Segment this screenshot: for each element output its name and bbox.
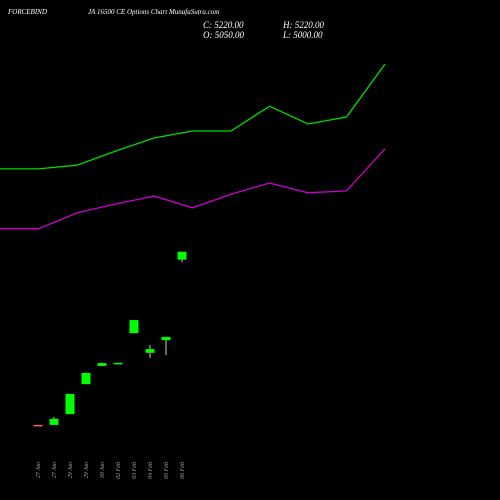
candle-body <box>65 393 75 415</box>
x-tick-label: 30 Jan <box>100 462 106 479</box>
high-label: H: 5220.00 <box>282 20 324 30</box>
x-tick-label: 03 Feb <box>132 462 138 479</box>
candle-body <box>49 418 59 425</box>
candle-body <box>33 424 43 427</box>
x-tick-label: 04 Feb <box>147 462 154 479</box>
x-tick-label: 27 Jan <box>36 462 42 478</box>
low-label: L: 5000.00 <box>282 30 323 40</box>
x-tick-label: 29 Jan <box>68 462 74 478</box>
x-tick-label: 06 Feb <box>180 462 186 479</box>
close-label: C: 5220.00 <box>203 20 244 30</box>
x-tick-label: 05 Feb <box>164 462 170 479</box>
overlay-line <box>0 148 386 230</box>
subtitle: JA 16500 CE Options Chart MunafaSutra.co… <box>88 8 219 16</box>
candle-body <box>145 349 155 353</box>
symbol: FORCEBIND <box>7 8 47 16</box>
x-tick-label: 02 Feb <box>116 462 122 479</box>
x-tick-label: 27 Jan <box>52 462 58 478</box>
x-tick-label: 29 Jan <box>84 462 90 478</box>
open-label: O: 5050.00 <box>203 30 244 40</box>
overlay-line <box>0 63 386 170</box>
candle-body <box>129 320 139 334</box>
candle-body <box>81 372 91 385</box>
candle-body <box>97 363 107 366</box>
candle-body <box>161 336 171 341</box>
candle-body <box>177 251 187 260</box>
candle-body <box>113 362 123 365</box>
